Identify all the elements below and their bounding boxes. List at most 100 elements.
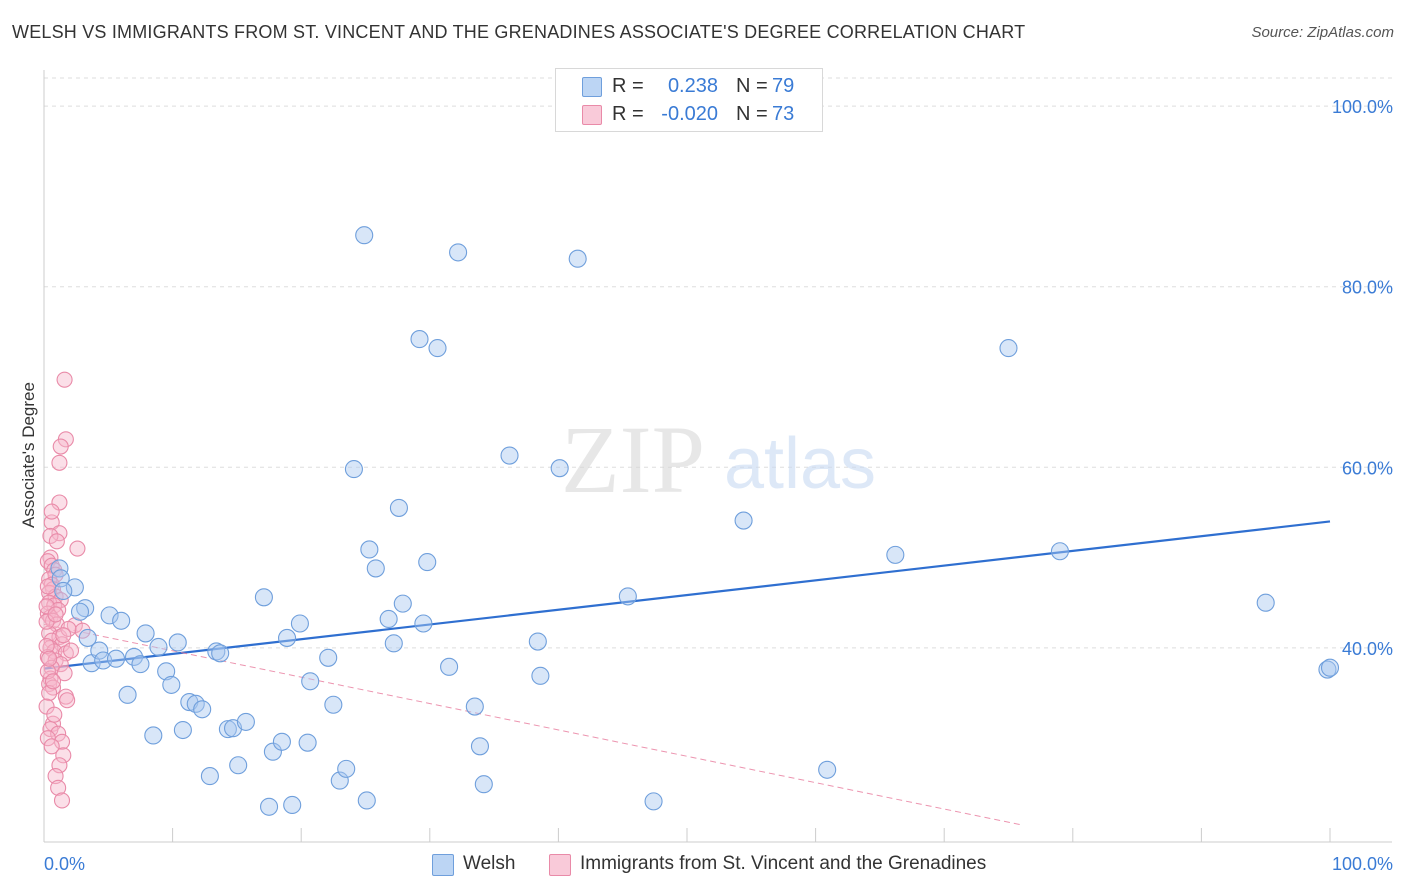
point-welsh [319,648,338,667]
point-welsh [211,644,230,663]
trend-line-welsh [43,520,1331,670]
point-welsh [366,559,385,578]
y-tick-label: 100.0% [1332,97,1393,117]
point-welsh [298,733,317,752]
point-immigrants [46,706,63,723]
grid-lines [44,77,1392,649]
point-welsh [263,742,282,761]
point-welsh [384,634,403,653]
point-immigrants [59,692,76,709]
point-immigrants [39,663,56,680]
watermark-zip: ZIP [561,406,705,513]
trend-lines [43,520,1331,826]
point-immigrants [53,733,71,750]
legend-row-immigrants: R = -0.020 N = 73 [556,100,822,128]
point-immigrants [53,792,71,809]
point-welsh [78,628,97,647]
point-welsh [500,446,519,465]
point-welsh [283,795,302,815]
point-welsh [389,498,408,517]
point-immigrants [38,598,55,615]
welsh-swatch [432,854,454,876]
point-welsh [193,700,212,719]
point-immigrants [50,779,67,796]
correlation-legend: R = 0.238 N = 79 R = -0.020 N = 73 [555,68,823,132]
point-immigrants [51,454,68,471]
point-welsh [112,611,131,630]
point-welsh [259,797,279,816]
point-welsh [236,712,255,731]
point-immigrants [50,725,67,742]
point-welsh [168,633,187,652]
point-welsh [818,760,837,779]
welsh-swatch [582,77,602,97]
point-welsh [470,737,490,756]
r-value: -0.020 [661,103,718,125]
point-welsh [229,756,248,775]
point-welsh [465,697,484,716]
point-welsh [1256,593,1275,612]
point-welsh [106,649,126,668]
point-welsh [886,545,905,564]
point-welsh [144,726,163,745]
source-label: Source: ZipAtlas.com [1251,24,1394,41]
point-welsh [528,632,547,651]
point-welsh [131,655,150,674]
point-immigrants [47,606,64,623]
legend-label-immigrants: Immigrants from St. Vincent and the Gren… [580,853,987,874]
point-welsh [618,587,637,606]
point-immigrants [56,665,73,682]
point-immigrants [43,503,60,520]
point-welsh [162,675,181,694]
n-value: 79 [772,75,795,97]
point-welsh [1050,542,1069,561]
immigrants-swatch [549,854,571,876]
y-tick-label: 40.0% [1342,639,1393,659]
point-welsh [644,792,663,811]
point-welsh [100,606,119,625]
point-welsh [344,460,363,479]
tick-labels: 40.0% 60.0% 80.0% 100.0% 0.0% 100.0% [44,97,1393,874]
point-welsh [393,594,412,613]
point-immigrants [44,673,62,690]
y-axis-label: Associate's Degree [19,382,38,528]
point-welsh [136,624,155,643]
r-value: 0.238 [667,75,718,97]
point-welsh [414,614,433,633]
x-tick-label-max: 100.0% [1332,854,1393,874]
x-tick-label-min: 0.0% [44,854,85,874]
point-immigrants [52,438,69,455]
point-welsh [76,599,95,618]
series-legend: Welsh Immigrants from St. Vincent and th… [0,852,1406,878]
point-immigrants [39,578,56,595]
legend-row-welsh: R = 0.238 N = 79 [556,72,822,100]
n-label: N = [736,75,768,97]
point-welsh [1318,660,1337,679]
point-welsh [330,771,349,790]
point-welsh [474,775,493,794]
immigrants-swatch [582,105,602,125]
point-immigrants [60,620,77,637]
point-welsh [290,614,309,633]
point-welsh [254,588,273,607]
legend-label-welsh: Welsh [463,853,516,874]
point-welsh [157,662,176,681]
point-welsh [337,759,356,778]
point-welsh [278,628,297,647]
trend-line-immigrants [43,623,1022,826]
point-welsh [418,553,437,572]
point-welsh [324,695,343,714]
point-welsh [1320,658,1340,677]
point-welsh [428,339,447,358]
point-welsh [410,330,429,349]
point-immigrants [42,527,59,544]
point-welsh [301,672,320,691]
point-welsh [550,459,569,478]
point-welsh [149,637,168,657]
r-label: R = [612,75,644,97]
point-welsh [50,559,69,578]
point-immigrants [56,371,73,388]
point-welsh [118,685,137,704]
point-welsh [65,578,84,597]
